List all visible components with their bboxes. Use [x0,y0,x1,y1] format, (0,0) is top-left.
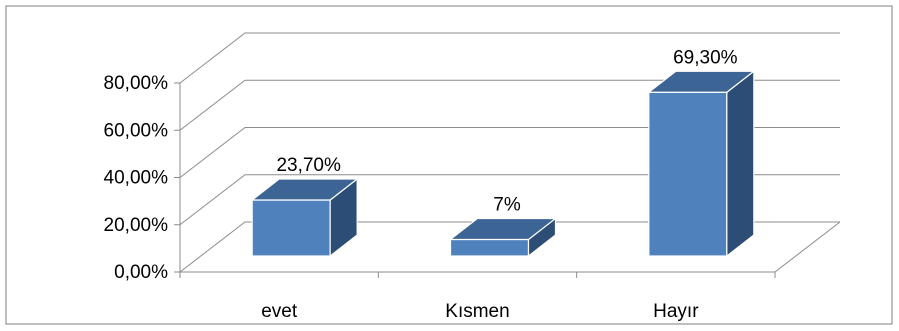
bar-front [449,238,530,257]
gridline [179,32,840,84]
bar-top [250,178,359,201]
bar-side [726,70,755,258]
bar-evet [250,177,359,258]
gridline [179,174,840,226]
bar-front [648,91,728,257]
bar-kısmen [448,217,558,258]
gridline [179,221,840,273]
y-tick-label: 40,00% [104,168,169,189]
bar-hayır [647,70,756,258]
floor-edge [774,221,841,273]
x-tick-label: Kısmen [445,301,509,322]
y-tick-label: 80,00% [104,73,169,94]
bar-top [448,217,558,241]
bars [250,70,756,258]
y-tick-label: 60,00% [104,120,169,141]
data-label: 69,30% [673,47,738,68]
gridline [179,79,840,131]
gridline [179,127,840,178]
labels: 0,00% 20,00% 40,00% 60,00% 80,00% 23,70% evet 7… [104,47,738,322]
bar-front [251,199,331,257]
axes [174,82,841,278]
data-label: 7% [493,194,521,215]
x-tick-label: Hayır [653,301,699,322]
x-tick-label: evet [261,301,298,322]
gridlines [179,32,840,273]
bar-top [647,70,756,93]
data-label: 23,70% [276,155,341,176]
y-tick-label: 0,00% [114,262,168,283]
y-tick-label: 20,00% [104,215,169,236]
